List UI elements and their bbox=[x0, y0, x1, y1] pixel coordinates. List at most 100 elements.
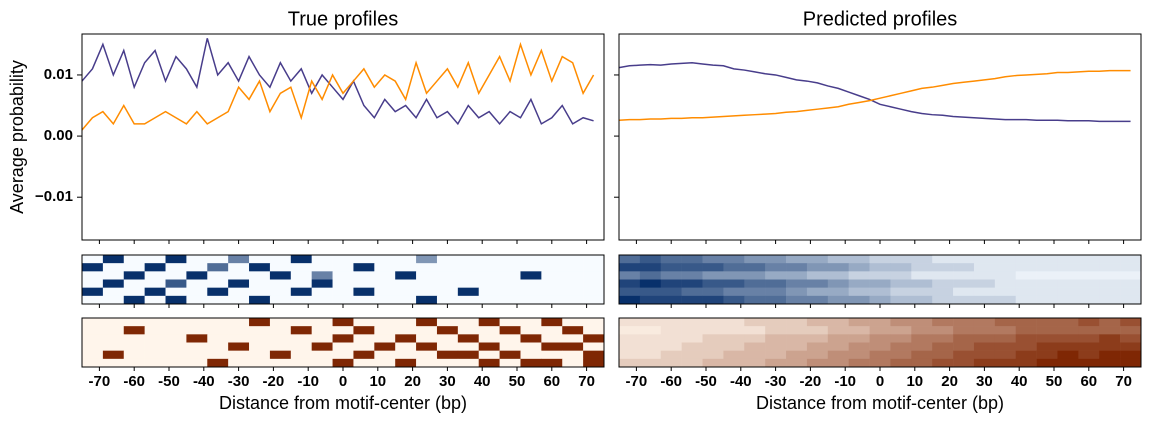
heatmap-cell bbox=[249, 279, 271, 288]
heatmap-cell bbox=[932, 326, 954, 335]
heatmap-cell bbox=[290, 263, 312, 272]
heatmap-cell bbox=[269, 279, 292, 288]
heatmap-cell bbox=[1078, 263, 1100, 272]
heatmap-cell bbox=[207, 255, 229, 264]
heatmap-cell bbox=[848, 295, 870, 305]
heatmap-cell bbox=[1036, 255, 1058, 264]
heatmap-cell bbox=[744, 342, 766, 351]
heatmap-cell bbox=[457, 318, 480, 327]
heatmap-cell bbox=[395, 334, 417, 343]
heatmap-cell bbox=[619, 318, 641, 327]
heatmap-cell bbox=[374, 255, 396, 264]
heatmap-cell bbox=[395, 255, 417, 264]
heatmap-cell bbox=[541, 318, 563, 327]
heatmap-cell bbox=[102, 342, 125, 351]
heatmap-cell bbox=[681, 326, 703, 335]
heatmap-cell bbox=[765, 350, 787, 360]
heatmap-cell bbox=[102, 255, 125, 264]
heatmap-cell bbox=[102, 334, 125, 343]
heatmap-cell bbox=[436, 318, 459, 327]
heatmap-cell bbox=[290, 295, 312, 305]
heatmap-cell bbox=[416, 279, 438, 288]
heatmap-cell bbox=[994, 279, 1017, 288]
heatmap-cell bbox=[353, 334, 375, 343]
heatmap-cell bbox=[1057, 279, 1079, 288]
heatmap-cell bbox=[1120, 295, 1142, 305]
heatmap-cell bbox=[639, 350, 662, 360]
heatmap-cell bbox=[869, 350, 891, 360]
heatmap-cell bbox=[723, 326, 745, 335]
heatmap-cell bbox=[562, 279, 584, 288]
heatmap-cell bbox=[269, 326, 292, 335]
heatmap-cell bbox=[953, 255, 975, 264]
heatmap-cell bbox=[619, 334, 641, 343]
heatmap-cell bbox=[827, 358, 849, 368]
heatmap-cell bbox=[1036, 350, 1058, 360]
heatmap-cell bbox=[520, 342, 542, 351]
heatmap-cell bbox=[353, 295, 375, 305]
heatmap-cell bbox=[1099, 295, 1121, 305]
heatmap-cell bbox=[869, 334, 891, 343]
heatmap-cell bbox=[639, 318, 662, 327]
heatmap-cell bbox=[953, 318, 975, 327]
x-tick-label: -20 bbox=[263, 373, 285, 390]
heatmap-cell bbox=[311, 318, 333, 327]
heatmap-cell bbox=[848, 358, 870, 368]
heatmap-cell bbox=[1057, 326, 1079, 335]
heatmap-cell bbox=[953, 271, 975, 280]
heatmap-cell bbox=[973, 295, 996, 305]
heatmap-cell bbox=[973, 279, 996, 288]
heatmap-cell bbox=[332, 326, 354, 335]
heatmap-cell bbox=[82, 350, 104, 360]
heatmap-cell bbox=[374, 263, 396, 272]
heatmap-cell bbox=[806, 358, 829, 368]
heatmap-cell bbox=[994, 287, 1017, 297]
heatmap-cell bbox=[290, 358, 312, 368]
x-tick-label: -70 bbox=[626, 373, 648, 390]
heatmap-cell bbox=[994, 271, 1017, 280]
heatmap-cell bbox=[1057, 271, 1079, 280]
heatmap-cell bbox=[332, 255, 354, 264]
heatmap-cell bbox=[639, 295, 662, 305]
heatmap-cell bbox=[395, 326, 417, 335]
heatmap-cell bbox=[848, 255, 870, 264]
x-tick-label: 20 bbox=[941, 373, 958, 390]
heatmap-cell bbox=[269, 358, 292, 368]
x-tick-label: -50 bbox=[695, 373, 717, 390]
heatmap-cell bbox=[102, 263, 125, 272]
heatmap-cell bbox=[186, 263, 208, 272]
heatmap-cell bbox=[786, 342, 808, 351]
heatmap-cell bbox=[911, 334, 933, 343]
heatmap-cell bbox=[499, 326, 521, 335]
heatmap-cell bbox=[848, 342, 870, 351]
heatmap-cell bbox=[806, 326, 829, 335]
heatmap-cell bbox=[973, 287, 996, 297]
heatmap-cell bbox=[583, 358, 605, 368]
chart-title: Predicted profiles bbox=[803, 8, 958, 30]
heatmap-cell bbox=[681, 255, 703, 264]
heatmap-cell bbox=[953, 358, 975, 368]
heatmap-cell bbox=[311, 271, 333, 280]
heatmap-cell bbox=[583, 263, 605, 272]
x-axis-label: Distance from motif-center (bp) bbox=[756, 393, 1004, 413]
heatmap-cell bbox=[82, 255, 104, 264]
heatmap-cell bbox=[499, 342, 521, 351]
heatmap-cell bbox=[311, 334, 333, 343]
heatmap-cell bbox=[186, 342, 208, 351]
heatmap-cell bbox=[269, 318, 292, 327]
heatmap-cell bbox=[911, 271, 933, 280]
heatmap-cell bbox=[765, 295, 787, 305]
x-tick-label: 40 bbox=[1011, 373, 1028, 390]
heatmap-cell bbox=[932, 350, 954, 360]
heatmap-cell bbox=[806, 350, 829, 360]
heatmap-cell bbox=[994, 342, 1017, 351]
heatmap-cell bbox=[1036, 287, 1058, 297]
heatmap-cell bbox=[869, 318, 891, 327]
heatmap-cell bbox=[249, 318, 271, 327]
heatmap-cell bbox=[639, 279, 662, 288]
heatmap-cell bbox=[890, 271, 912, 280]
x-tick-label: 0 bbox=[339, 373, 347, 390]
heatmap-cell bbox=[932, 318, 954, 327]
heatmap-cell bbox=[290, 326, 312, 335]
